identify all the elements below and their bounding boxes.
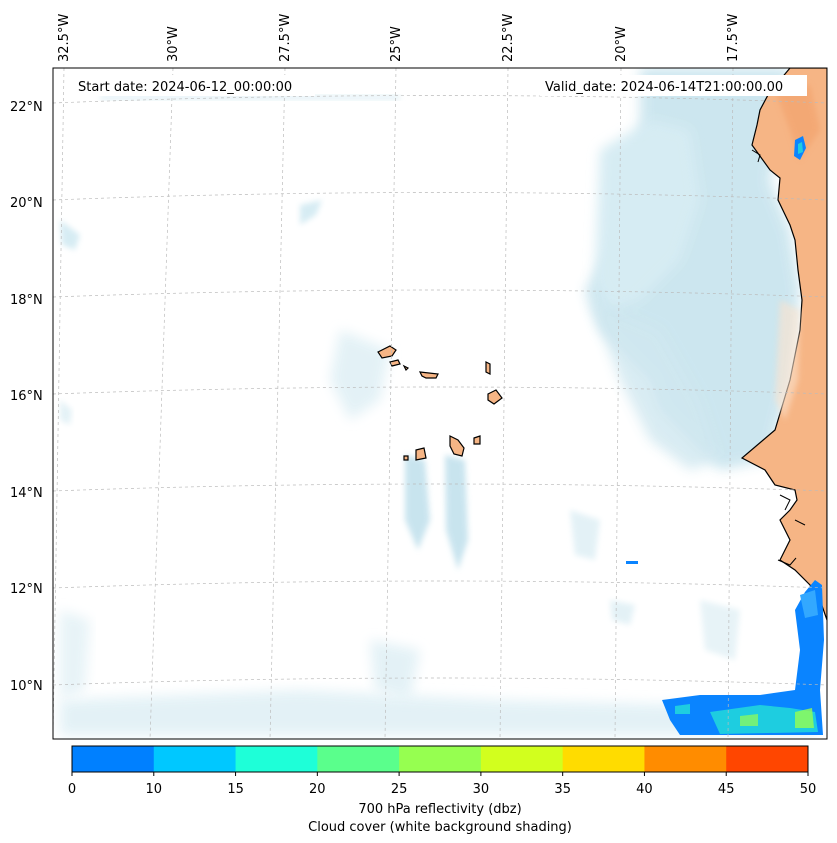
colorbar-segment	[726, 746, 809, 772]
colorbar-segment	[235, 746, 318, 772]
reflectivity-patches	[626, 136, 824, 735]
colorbar-segment	[153, 746, 237, 772]
lon-label: 30°W	[166, 26, 181, 62]
colorbar-tick: 25	[391, 782, 408, 797]
colorbar-ticks: 0 10 15 20 25 30 35 40 45 50	[68, 782, 816, 797]
lat-label: 22°N	[10, 100, 43, 115]
colorbar-label-line2: Cloud cover (white background shading)	[308, 820, 572, 835]
colorbar-tick: 50	[800, 782, 817, 797]
colorbar-tick: 10	[146, 782, 163, 797]
lon-label: 22.5°W	[501, 14, 516, 62]
valid-date-label: Valid_date: 2024-06-14T21:00:00.00	[545, 80, 783, 95]
latitude-labels: 22°N 20°N 18°N 16°N 14°N 12°N 10°N	[10, 100, 43, 694]
lat-label: 18°N	[10, 293, 43, 308]
colorbar: 0 10 15 20 25 30 35 40 45 50 700 hPa ref…	[68, 745, 816, 835]
colorbar-segment	[317, 746, 400, 772]
start-date-box	[72, 75, 315, 96]
lon-label: 27.5°W	[278, 14, 293, 62]
colorbar-tick: 15	[227, 782, 244, 797]
colorbar-tick: 0	[68, 782, 76, 797]
lat-label: 16°N	[10, 389, 43, 404]
lat-label: 10°N	[10, 679, 43, 694]
longitude-labels: 32.5°W 30°W 27.5°W 25°W 22.5°W 20°W 17.5…	[57, 14, 741, 62]
reflectivity-south-cell	[662, 580, 824, 735]
colorbar-segment	[562, 746, 645, 772]
colorbar-segment	[480, 746, 564, 772]
lon-label: 20°W	[614, 26, 629, 62]
colorbar-tick: 45	[718, 782, 735, 797]
lat-label: 14°N	[10, 486, 43, 501]
colorbar-tick: 35	[554, 782, 571, 797]
lon-label: 17.5°W	[726, 14, 741, 62]
lon-label: 32.5°W	[57, 14, 72, 62]
start-date-label: Start date: 2024-06-12_00:00:00	[78, 80, 292, 95]
colorbar-label-line1: 700 hPa reflectivity (dbz)	[358, 802, 521, 817]
lon-label: 25°W	[389, 26, 404, 62]
cape-verde-islands	[377, 345, 503, 461]
colorbar-segment	[644, 746, 727, 772]
colorbar-tick: 40	[636, 782, 653, 797]
gridlines	[53, 68, 827, 739]
colorbar-segment	[72, 746, 155, 772]
lat-label: 20°N	[10, 196, 43, 211]
colorbar-segment	[399, 746, 482, 772]
lat-label: 12°N	[10, 582, 43, 597]
colorbar-tick: 20	[309, 782, 326, 797]
colorbar-tick: 30	[473, 782, 490, 797]
valid-date-box	[540, 75, 807, 96]
